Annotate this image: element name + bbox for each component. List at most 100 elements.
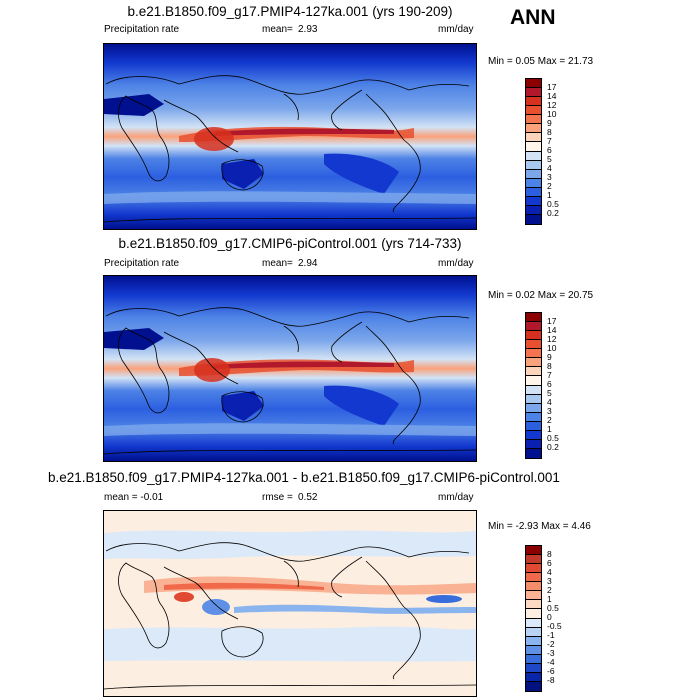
colorbar-tick-label: 2 (547, 415, 552, 426)
panel-1-dry-australia (222, 159, 264, 189)
colorbar-swatch (526, 376, 541, 386)
colorbar-tick-label: -1 (547, 630, 555, 641)
colorbar-swatch (526, 591, 541, 601)
panel-1-units: mm/day (438, 24, 474, 35)
panel-1-itcz-core (214, 128, 394, 136)
colorbar-tick-label: -0.5 (547, 621, 562, 632)
colorbar-swatch (526, 618, 541, 628)
panel-2-minmax: Min = 0.02 Max = 20.75 (488, 290, 594, 301)
colorbar-swatch (526, 187, 541, 197)
colorbar-swatch (526, 582, 541, 592)
panel-2-mean-label: mean= (262, 258, 293, 269)
panel-1-colorbar (525, 78, 542, 225)
colorbar-tick-label: 17 (547, 315, 557, 326)
colorbar-swatch (526, 313, 541, 323)
panel-1-coastlines (104, 75, 476, 223)
colorbar-swatch (526, 403, 541, 413)
colorbar-tick-label: 10 (547, 342, 557, 353)
panel-1-storm-track (104, 191, 476, 204)
colorbar-tick-label: 5 (547, 388, 552, 399)
colorbar-tick-label: 0.5 (547, 199, 559, 210)
colorbar-tick-label: 6 (547, 145, 552, 155)
panel-3-map (103, 510, 477, 697)
colorbar-swatch (526, 142, 541, 152)
panel-2-title: b.e21.B1850.f09_g17.CMIP6-piControl.001 … (118, 236, 462, 251)
colorbar-tick-label: 0.5 (547, 602, 559, 613)
panel-1-minmax: Min = 0.05 Max = 21.73 (488, 56, 594, 67)
colorbar-tick-label: 12 (547, 333, 557, 344)
colorbar-swatch (526, 133, 541, 143)
panel-3-colorbar (525, 545, 542, 692)
panel-3-diff-atlantic (426, 595, 462, 603)
colorbar-swatch (526, 196, 541, 206)
colorbar-tick-label: 1 (547, 424, 552, 435)
colorbar-swatch (526, 340, 541, 350)
panel-1-variable-label: Precipitation rate (104, 24, 180, 35)
colorbar-swatch (526, 79, 541, 89)
panel-1-dry-se-pacific (324, 153, 399, 194)
colorbar-swatch (526, 160, 541, 170)
colorbar-tick-label: 10 (547, 108, 557, 119)
colorbar-swatch (526, 106, 541, 116)
colorbar-swatch (526, 546, 541, 556)
colorbar-tick-label: 14 (547, 90, 557, 101)
colorbar-tick-label: 5 (547, 154, 552, 165)
colorbar-swatch (526, 448, 541, 458)
panel-2-dry-se-pacific (324, 385, 399, 426)
colorbar-tick-label: 0.5 (547, 433, 559, 444)
colorbar-tick-label: 0.2 (547, 208, 559, 219)
panel-2-units: mm/day (438, 258, 474, 269)
colorbar-tick-label: 1 (547, 190, 552, 201)
colorbar-swatch (526, 645, 541, 655)
colorbar-swatch (526, 358, 541, 368)
colorbar-tick-label: -2 (547, 639, 555, 650)
colorbar-swatch (526, 124, 541, 134)
colorbar-swatch (526, 412, 541, 422)
colorbar-tick-label: 14 (547, 324, 557, 335)
colorbar-tick-label: 8 (547, 548, 552, 559)
panel-2-map-svg (104, 276, 476, 461)
colorbar-swatch (526, 573, 541, 583)
panel-3-title: b.e21.B1850.f09_g17.PMIP4-127ka.001 - b.… (48, 470, 560, 485)
colorbar-swatch (526, 178, 541, 188)
panel-1-map (103, 43, 477, 230)
colorbar-swatch (526, 331, 541, 341)
colorbar-swatch (526, 169, 541, 179)
colorbar-tick-label: 6 (547, 379, 552, 389)
colorbar-tick-label: 12 (547, 99, 557, 110)
colorbar-swatch (526, 672, 541, 682)
panel-3-mean-label: mean = -0.01 (104, 492, 164, 503)
colorbar-swatch (526, 663, 541, 673)
colorbar-tick-label: 7 (547, 135, 552, 146)
panel-2-colorbar (525, 312, 542, 459)
panel-1-mean-label: mean= (262, 24, 293, 35)
colorbar-tick-label: 4 (547, 566, 552, 577)
panel-1-mean-value: 2.93 (298, 24, 318, 35)
panel-2-itcz-core (214, 361, 394, 369)
panel-3-minmax: Min = -2.93 Max = 4.46 (488, 521, 591, 532)
panel-3-diff-nh (104, 530, 476, 559)
colorbar-tick-label: 4 (547, 397, 552, 408)
panel-2-variable-label: Precipitation rate (104, 258, 180, 269)
colorbar-swatch (526, 600, 541, 610)
colorbar-tick-label: -3 (547, 648, 555, 659)
colorbar-swatch (526, 367, 541, 377)
panel-3-coastlines (104, 542, 476, 690)
panel-1-map-svg (104, 44, 476, 229)
panel-3-diff-band (144, 576, 476, 595)
colorbar-swatch (526, 88, 541, 98)
colorbar-swatch (526, 97, 541, 107)
colorbar-swatch (526, 654, 541, 664)
colorbar-tick-label: -4 (547, 657, 555, 668)
panel-2-coastlines (104, 307, 476, 455)
colorbar-swatch (526, 214, 541, 224)
colorbar-tick-label: 0.2 (547, 442, 559, 453)
colorbar-swatch (526, 385, 541, 395)
colorbar-swatch (526, 636, 541, 646)
colorbar-swatch (526, 349, 541, 359)
panel-2-map (103, 275, 477, 462)
panel-2-dry-australia (222, 391, 264, 421)
colorbar-swatch (526, 555, 541, 565)
colorbar-tick-label: 7 (547, 369, 552, 380)
